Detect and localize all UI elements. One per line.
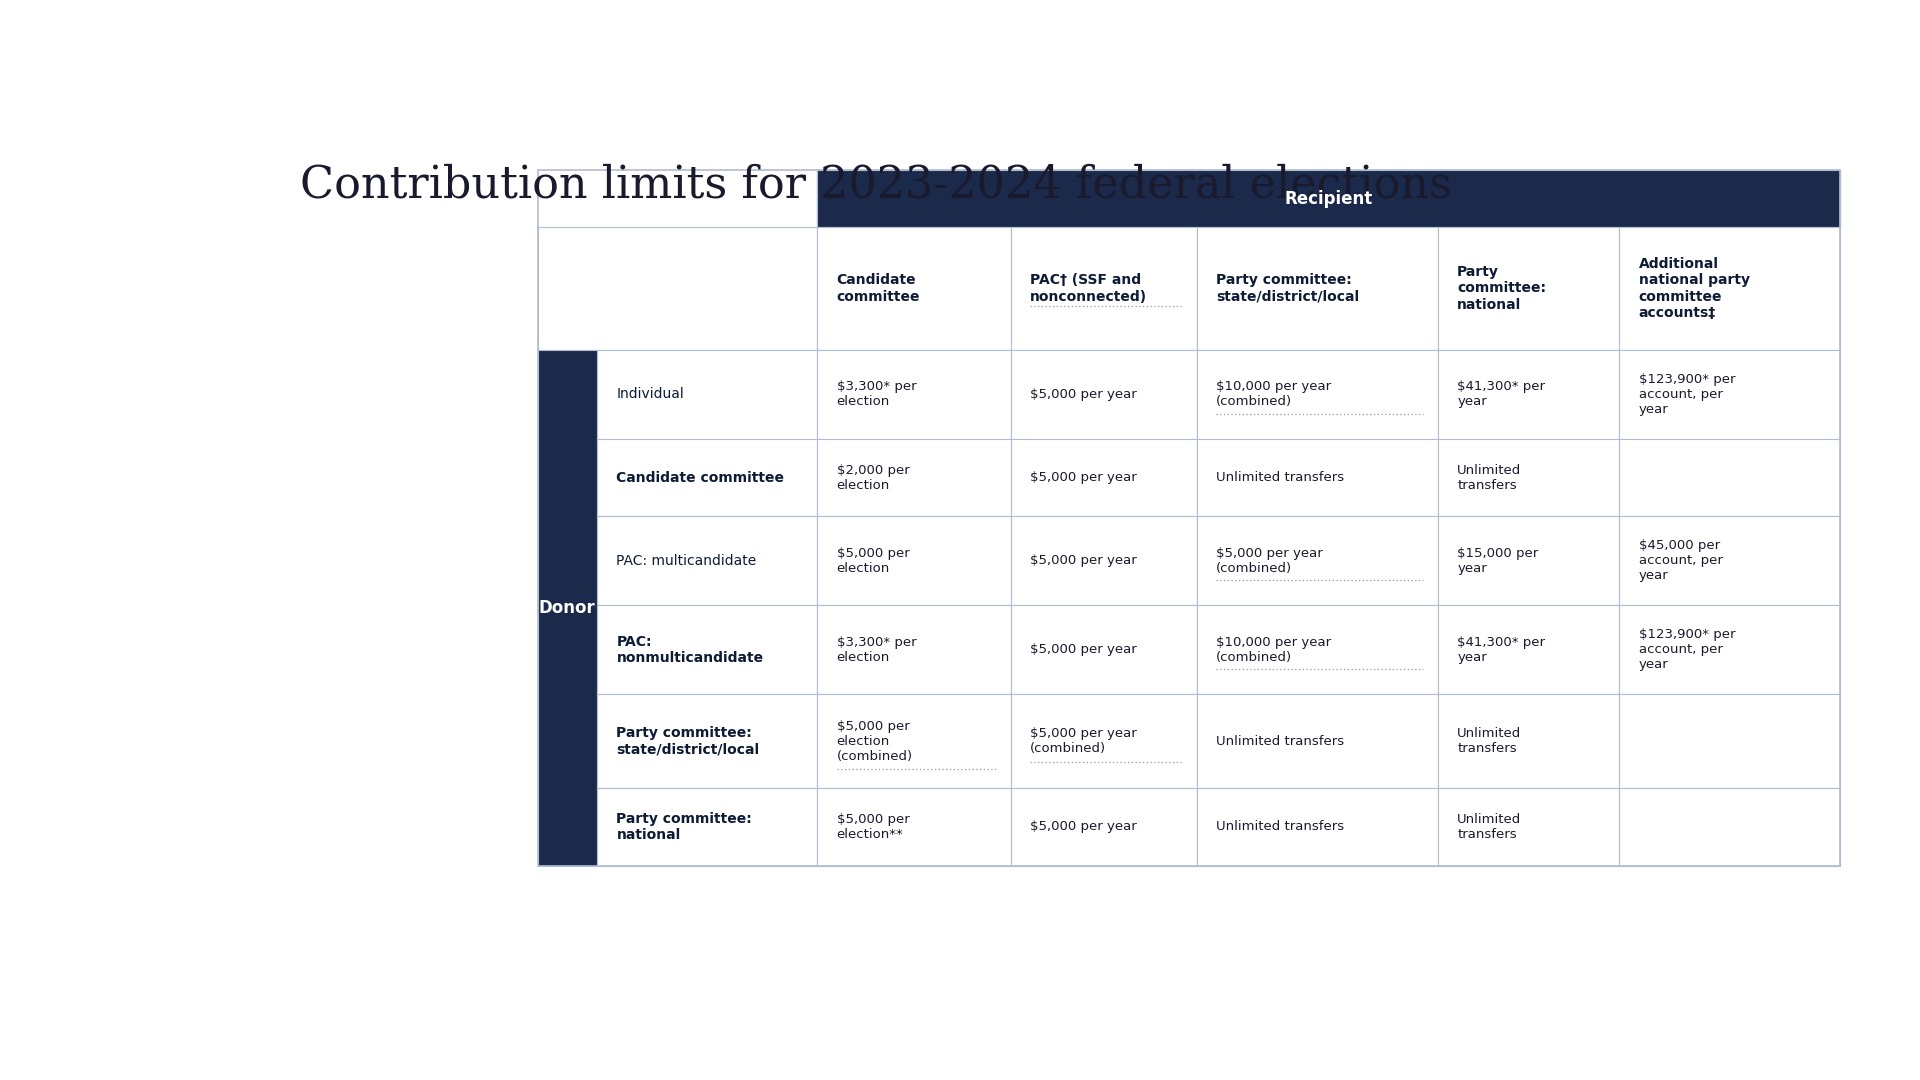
- Bar: [597, 694, 818, 788]
- Bar: [1010, 350, 1196, 438]
- Text: $15,000 per
year: $15,000 per year: [1457, 546, 1538, 575]
- Text: Unlimited transfers: Unlimited transfers: [1215, 471, 1344, 484]
- Text: $5,000 per year
(combined): $5,000 per year (combined): [1031, 727, 1137, 755]
- Bar: [597, 605, 818, 694]
- Bar: [1010, 694, 1196, 788]
- Text: Candidate committee: Candidate committee: [616, 471, 785, 485]
- Text: $2,000 per
election: $2,000 per election: [837, 463, 910, 491]
- Text: Recipient: Recipient: [1284, 190, 1373, 207]
- Bar: [538, 171, 818, 227]
- Bar: [1438, 227, 1619, 350]
- Text: $3,300* per
election: $3,300* per election: [837, 636, 916, 664]
- Text: $5,000 per year: $5,000 per year: [1031, 388, 1137, 401]
- Text: $10,000 per year
(combined): $10,000 per year (combined): [1215, 636, 1331, 664]
- Bar: [597, 516, 818, 605]
- Bar: [818, 227, 1010, 350]
- Text: $123,900* per
account, per
year: $123,900* per account, per year: [1640, 629, 1736, 672]
- Bar: [1196, 227, 1438, 350]
- Text: $5,000 per year: $5,000 per year: [1031, 644, 1137, 657]
- Bar: [1619, 788, 1839, 865]
- Text: Unlimited
transfers: Unlimited transfers: [1457, 727, 1521, 755]
- Text: Party committee:
national: Party committee: national: [616, 812, 753, 842]
- Text: Unlimited transfers: Unlimited transfers: [1215, 734, 1344, 747]
- Bar: [1438, 516, 1619, 605]
- Text: $123,900* per
account, per
year: $123,900* per account, per year: [1640, 373, 1736, 416]
- Bar: [538, 227, 818, 350]
- Text: Contribution limits for 2023-2024 federal elections: Contribution limits for 2023-2024 federa…: [300, 163, 1452, 206]
- Text: Party committee:
state/district/local: Party committee: state/district/local: [1215, 273, 1359, 303]
- Bar: [1196, 788, 1438, 865]
- Bar: [1619, 350, 1839, 438]
- Text: $45,000 per
account, per
year: $45,000 per account, per year: [1640, 539, 1722, 582]
- Text: $41,300* per
year: $41,300* per year: [1457, 380, 1546, 408]
- Bar: [1438, 694, 1619, 788]
- Bar: [818, 438, 1010, 516]
- Text: $5,000 per year: $5,000 per year: [1031, 471, 1137, 484]
- Bar: [597, 350, 818, 438]
- Bar: [597, 788, 818, 865]
- Text: Candidate
committee: Candidate committee: [837, 273, 920, 303]
- Text: $5,000 per year: $5,000 per year: [1031, 821, 1137, 834]
- Bar: [1196, 350, 1438, 438]
- Bar: [1196, 516, 1438, 605]
- Bar: [1196, 438, 1438, 516]
- Text: $5,000 per year
(combined): $5,000 per year (combined): [1215, 546, 1323, 575]
- Text: $5,000 per year: $5,000 per year: [1031, 554, 1137, 567]
- Bar: [1619, 516, 1839, 605]
- Bar: [597, 438, 818, 516]
- Text: $41,300* per
year: $41,300* per year: [1457, 636, 1546, 664]
- Bar: [1619, 605, 1839, 694]
- Bar: [1619, 694, 1839, 788]
- Text: Unlimited transfers: Unlimited transfers: [1215, 821, 1344, 834]
- Bar: [538, 171, 1839, 865]
- Text: $5,000 per
election
(combined): $5,000 per election (combined): [837, 719, 912, 762]
- Text: Unlimited
transfers: Unlimited transfers: [1457, 463, 1521, 491]
- Text: $3,300* per
election: $3,300* per election: [837, 380, 916, 408]
- Bar: [1438, 605, 1619, 694]
- Bar: [1010, 788, 1196, 865]
- Bar: [818, 694, 1010, 788]
- Bar: [818, 516, 1010, 605]
- Bar: [818, 171, 1839, 227]
- Text: PAC: multicandidate: PAC: multicandidate: [616, 554, 756, 568]
- Bar: [538, 350, 597, 865]
- Text: PAC:
nonmulticandidate: PAC: nonmulticandidate: [616, 635, 764, 665]
- Text: Unlimited
transfers: Unlimited transfers: [1457, 813, 1521, 841]
- Bar: [818, 350, 1010, 438]
- Bar: [1619, 227, 1839, 350]
- Bar: [1010, 605, 1196, 694]
- Bar: [1196, 605, 1438, 694]
- Text: Party
committee:
national: Party committee: national: [1457, 266, 1546, 312]
- Text: Donor: Donor: [540, 598, 595, 617]
- Bar: [818, 788, 1010, 865]
- Bar: [1438, 788, 1619, 865]
- Text: $5,000 per
election**: $5,000 per election**: [837, 813, 910, 841]
- Text: Party committee:
state/district/local: Party committee: state/district/local: [616, 726, 760, 756]
- Bar: [818, 605, 1010, 694]
- Text: Additional
national party
committee
accounts‡: Additional national party committee acco…: [1640, 257, 1749, 320]
- Bar: [818, 171, 1839, 227]
- Bar: [1438, 350, 1619, 438]
- Text: PAC† (SSF and
nonconnected): PAC† (SSF and nonconnected): [1031, 273, 1148, 303]
- Bar: [1196, 694, 1438, 788]
- Bar: [1010, 438, 1196, 516]
- Text: Individual: Individual: [616, 388, 684, 402]
- Text: $5,000 per
election: $5,000 per election: [837, 546, 910, 575]
- Bar: [1619, 438, 1839, 516]
- Bar: [1438, 438, 1619, 516]
- Text: $10,000 per year
(combined): $10,000 per year (combined): [1215, 380, 1331, 408]
- Bar: [1010, 227, 1196, 350]
- Bar: [1010, 516, 1196, 605]
